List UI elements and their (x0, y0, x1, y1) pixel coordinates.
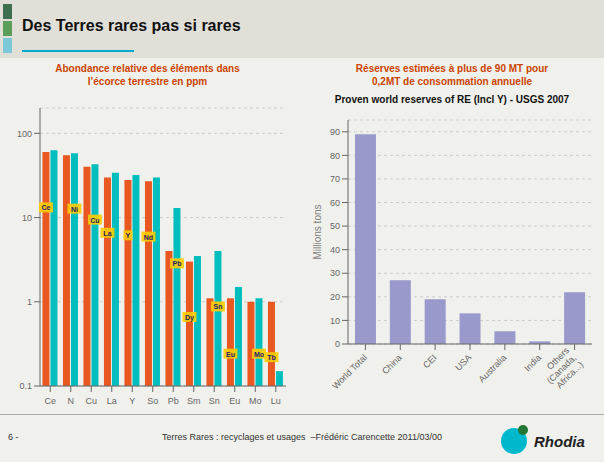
svg-text:La: La (103, 230, 111, 237)
svg-text:Eu: Eu (226, 351, 235, 358)
svg-text:30: 30 (330, 268, 340, 278)
svg-text:Ce: Ce (44, 396, 56, 406)
svg-text:80: 80 (330, 151, 340, 161)
svg-text:World Total: World Total (330, 352, 369, 391)
svg-text:Nd: Nd (144, 234, 153, 241)
svg-text:Sn: Sn (209, 396, 220, 406)
svg-text:1: 1 (27, 297, 32, 307)
svg-text:90: 90 (330, 127, 340, 137)
svg-text:Lu: Lu (271, 396, 281, 406)
svg-text:Ni: Ni (71, 206, 78, 213)
svg-text:Y: Y (126, 232, 131, 239)
svg-text:Tb: Tb (267, 354, 276, 361)
svg-text:10: 10 (22, 213, 32, 223)
html-text:Proven world reserves of RE (I: Proven world reserves of RE (Incl Y) - U… (334, 94, 570, 105)
html-text:Des Terres rares pas si rares: Des Terres rares pas si rares (22, 17, 241, 34)
svg-text:60: 60 (330, 198, 340, 208)
svg-text:Others(Canada,Africa...): Others(Canada,Africa...) (538, 345, 586, 393)
svg-text:0.1: 0.1 (19, 381, 32, 391)
html-text:Terres Rares : recyclages et u: Terres Rares : recyclages et usages –Fré… (162, 432, 442, 442)
svg-text:Rhodia: Rhodia (534, 433, 585, 450)
svg-text:India: India (522, 352, 543, 373)
svg-text:Sm: Sm (187, 396, 201, 406)
svg-text:Cu: Cu (85, 396, 97, 406)
svg-text:CEI: CEI (421, 352, 439, 370)
svg-text:Eu: Eu (229, 396, 240, 406)
svg-text:Pb: Pb (168, 396, 179, 406)
svg-text:Mo: Mo (254, 351, 264, 358)
html-text:Abondance relative des élément: Abondance relative des éléments dans l’é… (55, 63, 240, 87)
svg-text:Australia: Australia (477, 352, 509, 384)
svg-text:Cu: Cu (90, 217, 99, 224)
svg-text:100: 100 (17, 129, 32, 139)
html-text:Réserves estimées à plus de 90: Réserves estimées à plus de 90 MT pour 0… (355, 63, 549, 87)
svg-text:Ce: Ce (41, 204, 50, 211)
svg-text:China: China (380, 352, 404, 376)
svg-text:Dy: Dy (185, 314, 194, 322)
svg-text:70: 70 (330, 174, 340, 184)
svg-text:Mo: Mo (249, 396, 262, 406)
svg-text:Pb: Pb (172, 260, 181, 267)
svg-text:10: 10 (330, 316, 340, 326)
svg-text:Y: Y (129, 396, 135, 406)
html-text:6 -: 6 - (8, 432, 19, 442)
svg-text:So: So (147, 396, 158, 406)
svg-text:20: 20 (330, 292, 340, 302)
svg-text:USA: USA (453, 352, 473, 372)
svg-text:N: N (68, 396, 75, 406)
svg-text:Millions tons: Millions tons (312, 204, 323, 259)
svg-text:50: 50 (330, 221, 340, 231)
svg-text:40: 40 (330, 245, 340, 255)
svg-text:La: La (107, 396, 117, 406)
svg-text:Sn: Sn (213, 303, 222, 310)
svg-text:0: 0 (335, 339, 340, 349)
